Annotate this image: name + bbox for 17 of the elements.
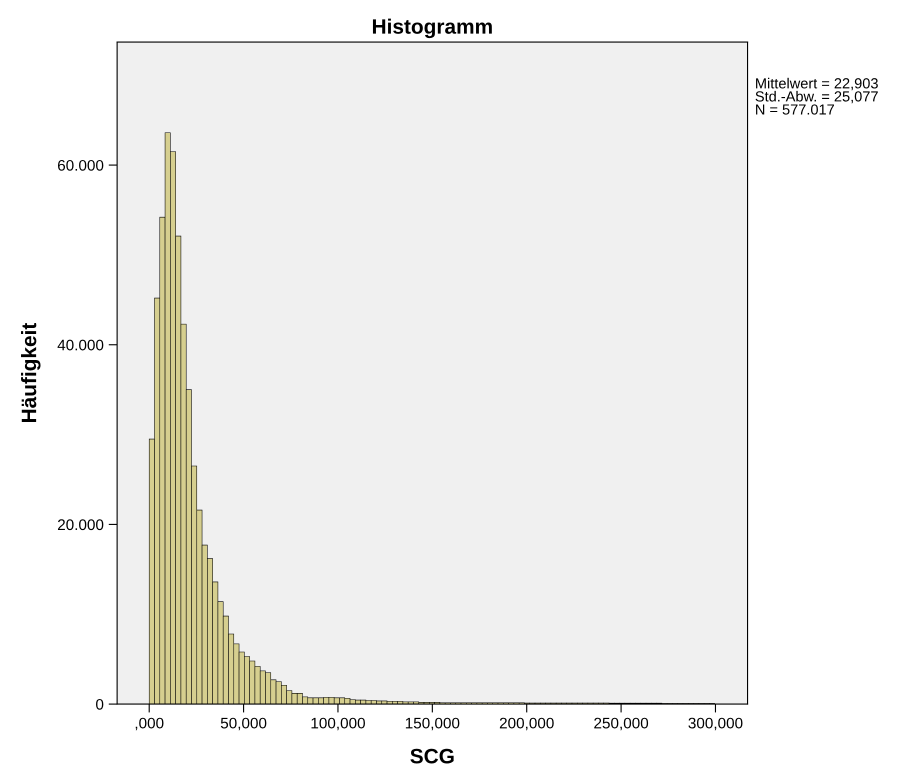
y-tick-label: 60.000 [58,160,104,171]
text: Mittelwert = 22,903 [756,78,878,90]
text: Std.-Abw. = 25,077 [756,90,878,104]
chart-title: Histogramm [372,18,492,38]
y-tick-label: 20.000 [58,519,104,530]
x-tick-label: 100,000 [312,718,365,730]
x-tick-label: ,000 [136,718,164,730]
x-tick-label: 300,000 [688,718,742,730]
x-tick-label: 50,000 [220,718,266,730]
y-axis-title: Häufigkeit [21,322,41,422]
x-tick-label: 150,000 [406,718,460,730]
x-tick-label: 250,000 [594,718,648,730]
x-axis-title: SCG [410,748,454,764]
y-tick-label: 0 [96,698,104,710]
text: N = 577.017 [756,104,834,115]
y-tick-label: 40.000 [58,340,104,350]
x-tick-label: 200,000 [500,718,554,730]
